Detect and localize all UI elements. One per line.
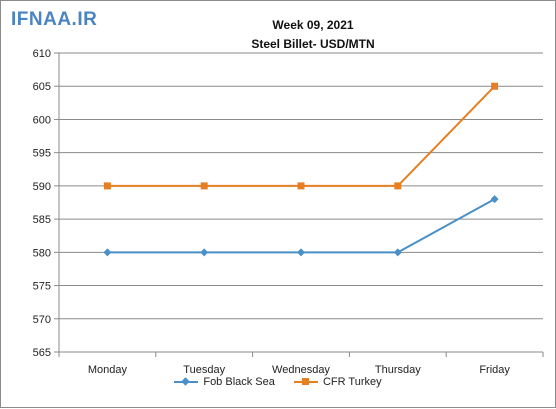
axes xyxy=(54,52,544,357)
data-point xyxy=(297,182,305,190)
y-tick-label: 590 xyxy=(33,181,51,193)
y-tick-label: 610 xyxy=(33,48,51,60)
legend: Fob Black Sea CFR Turkey xyxy=(1,376,555,390)
data-point xyxy=(490,195,499,204)
square-marker-icon xyxy=(301,378,309,385)
x-tick-label: Tuesday xyxy=(183,364,225,376)
legend-label-cfr-turkey: CFR Turkey xyxy=(322,376,382,388)
chart-title: Week 09, 2021 xyxy=(272,18,354,32)
x-tick-label: Monday xyxy=(88,364,128,376)
y-tick-label: 605 xyxy=(33,81,51,93)
y-tick-label: 600 xyxy=(33,114,51,126)
x-tick-label: Thursday xyxy=(375,364,421,376)
data-point xyxy=(297,248,305,257)
y-tick-label: 575 xyxy=(33,281,51,293)
y-tick-label: 580 xyxy=(33,247,51,259)
data-point xyxy=(393,248,402,257)
series-layer xyxy=(103,82,499,257)
series-line-cfr-turkey xyxy=(107,85,496,187)
y-tick-label: 585 xyxy=(33,214,51,226)
data-point xyxy=(394,182,402,190)
diamond-marker-icon xyxy=(181,377,191,386)
y-axis-ticks: 565 570 575 580 585 590 595 600 605 610 xyxy=(33,48,51,359)
legend-swatch-cfr-turkey xyxy=(293,377,318,387)
y-tick-label: 570 xyxy=(33,314,51,326)
data-point xyxy=(200,248,209,257)
x-axis-ticks: Monday Tuesday Wednesday Thursday Friday xyxy=(88,364,511,376)
data-point xyxy=(103,248,112,257)
y-tick-label: 595 xyxy=(33,148,51,160)
data-point xyxy=(200,182,208,190)
data-point xyxy=(103,182,111,190)
x-tick-label: Wednesday xyxy=(272,364,330,376)
legend-item-cfr-turkey: CFR Turkey xyxy=(293,376,382,388)
y-tick-label: 565 xyxy=(33,347,51,359)
legend-swatch-fob-black-sea xyxy=(174,377,199,387)
legend-label-fob-black-sea: Fob Black Sea xyxy=(203,376,275,388)
gridlines xyxy=(59,52,543,353)
site-logo: IFNAA.IR xyxy=(11,9,98,30)
legend-item-fob-black-sea: Fob Black Sea xyxy=(174,376,275,388)
chart-subtitle: Steel Billet- USD/MTN xyxy=(251,37,375,51)
data-point xyxy=(491,82,499,90)
series-line-fob-black-sea xyxy=(107,198,496,254)
x-tick-label: Friday xyxy=(479,364,510,376)
